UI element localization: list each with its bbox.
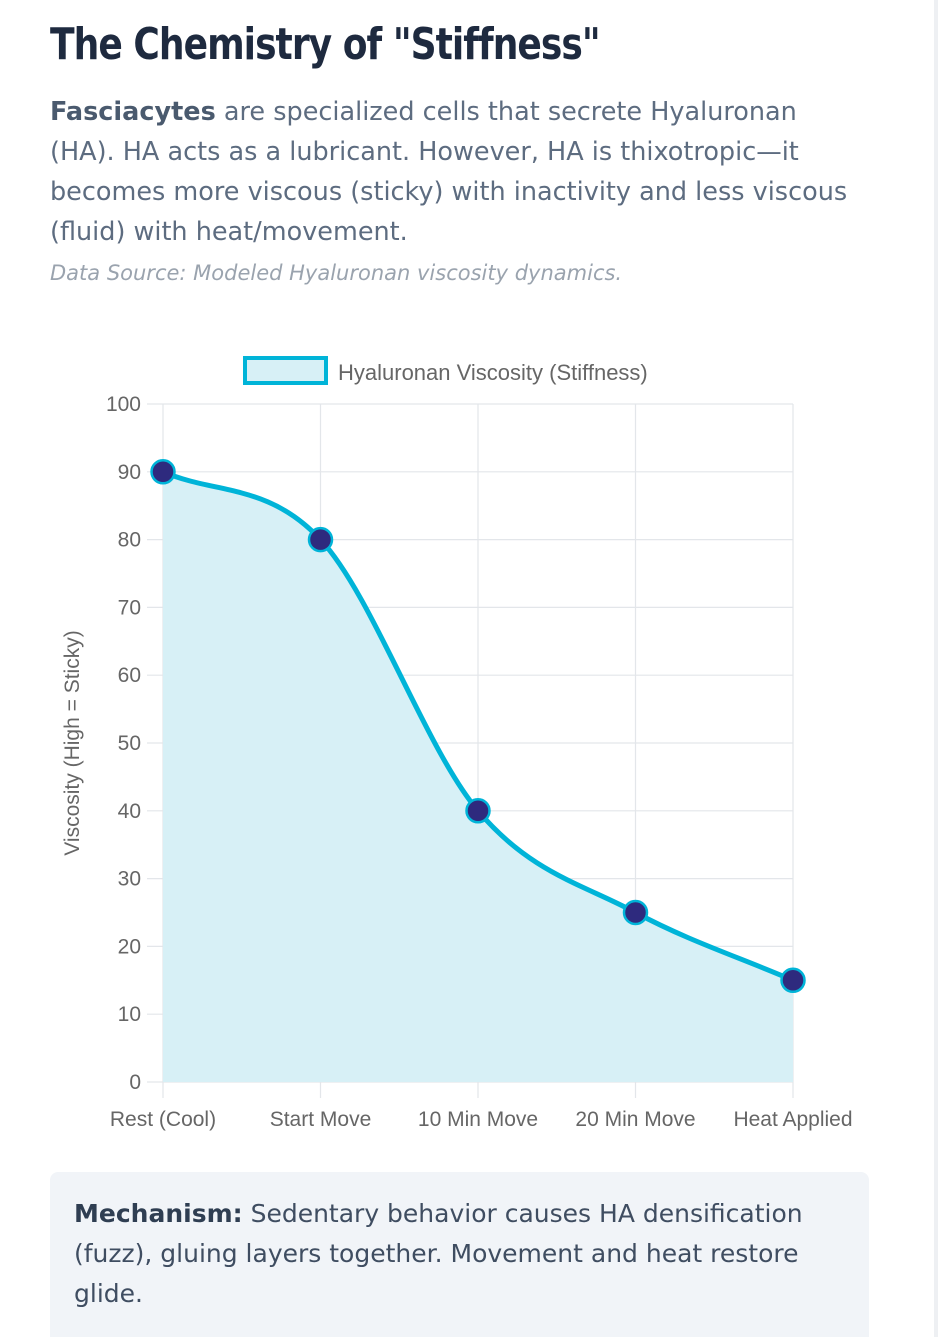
- y-tick-label: 60: [118, 664, 141, 687]
- legend-swatch: [243, 356, 328, 385]
- y-tick-label: 80: [118, 529, 141, 552]
- data-point[interactable]: [465, 798, 491, 824]
- y-tick-label: 50: [118, 732, 141, 755]
- data-point[interactable]: [150, 459, 176, 485]
- y-axis-label: Viscosity (High = Sticky): [61, 630, 84, 855]
- data-point[interactable]: [622, 899, 649, 926]
- x-tick-label: Rest (Cool): [110, 1108, 216, 1131]
- series-line: [160, 469, 796, 983]
- data-source-note: Data Source: Modeled Hyaluronan viscosit…: [50, 261, 623, 285]
- page-right-edge: [934, 0, 938, 1337]
- intro-lead-term: Fasciacytes: [50, 97, 216, 127]
- legend-item[interactable]: Hyaluronan Viscosity (Stiffness): [243, 356, 648, 385]
- intro-paragraph: Fasciacytes are specialized cells that s…: [50, 92, 850, 252]
- y-tick-label: 100: [106, 393, 141, 416]
- y-tick-label: 40: [118, 800, 141, 823]
- legend-label: Hyaluronan Viscosity (Stiffness): [338, 360, 648, 385]
- x-tick-label: Start Move: [270, 1108, 372, 1131]
- y-tick-label: 20: [118, 935, 141, 958]
- x-tick-label: 10 Min Move: [418, 1108, 538, 1131]
- chart-area-layer: [160, 469, 796, 1082]
- y-tick-label: 0: [129, 1071, 141, 1094]
- viscosity-chart: 0 10 20 30 40 50 60 70 80 90 100 Rest (Cool) Start M…: [61, 356, 853, 1131]
- y-tick-label: 90: [118, 461, 141, 484]
- mechanism-text: Sedentary behavior causes HA densificati…: [74, 1199, 803, 1308]
- chart-tick-layer: 0 10 20 30 40 50 60 70 80 90 100 Rest (Cool) Start M…: [106, 393, 853, 1131]
- y-tick-label: 10: [118, 1003, 141, 1026]
- page-title: The Chemistry of "Stiffness": [50, 19, 601, 70]
- y-tick-label: 70: [118, 596, 141, 619]
- mechanism-callout: Mechanism: Sedentary behavior causes HA …: [50, 1172, 869, 1337]
- chart-point-layer: [150, 459, 806, 994]
- mechanism-label: Mechanism:: [74, 1199, 243, 1228]
- intro-text: are specialized cells that secrete Hyalu…: [50, 97, 848, 247]
- chart-legend[interactable]: Hyaluronan Viscosity (Stiffness): [243, 356, 648, 385]
- x-tick-label: Heat Applied: [733, 1108, 852, 1131]
- y-tick-label: 30: [118, 868, 141, 891]
- x-tick-label: 20 Min Move: [575, 1108, 695, 1131]
- series-area-fill: [163, 471, 793, 1082]
- data-point[interactable]: [780, 967, 806, 994]
- data-point[interactable]: [307, 526, 334, 553]
- mechanism-text-block: Mechanism: Sedentary behavior causes HA …: [74, 1194, 845, 1314]
